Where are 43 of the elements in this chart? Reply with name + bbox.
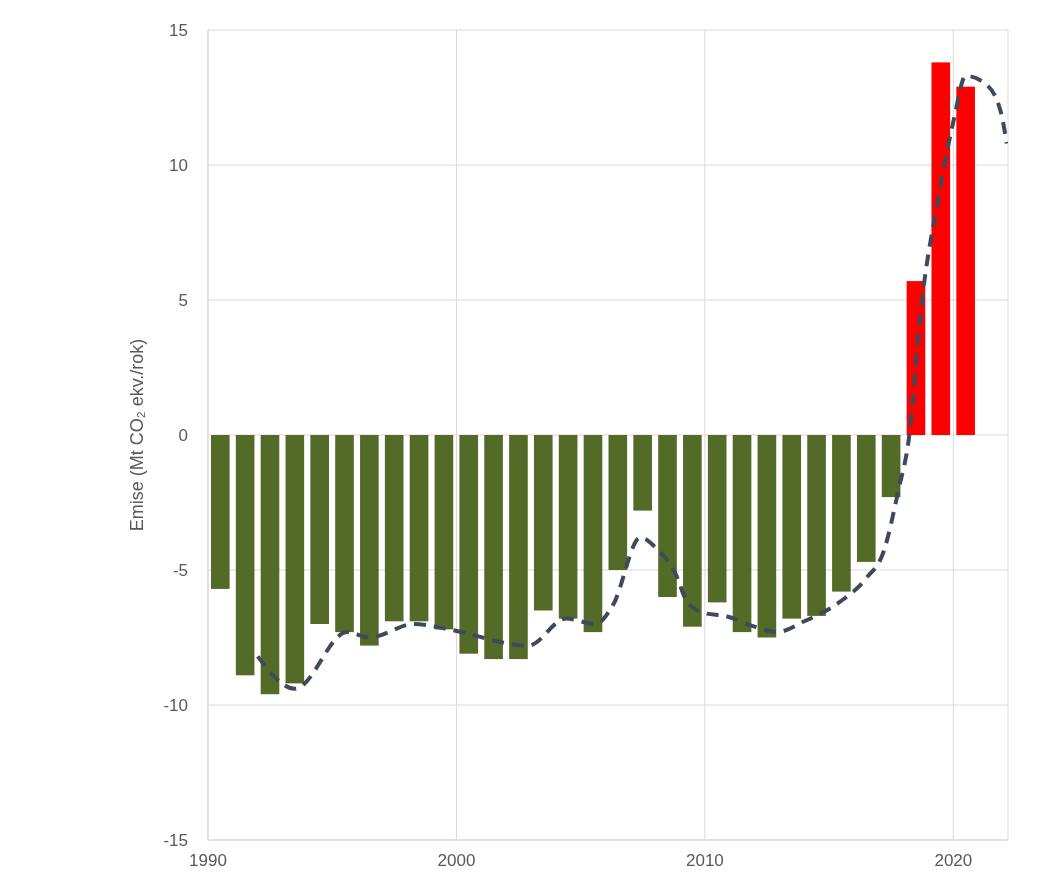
- bar: [608, 435, 628, 570]
- y-axis-title: Emise (Mt CO₂ ekv./rok): [127, 338, 147, 532]
- bar: [633, 435, 652, 511]
- bar: [360, 435, 379, 646]
- bar: [335, 435, 354, 633]
- bar: [856, 435, 876, 562]
- x-tick-label: 1990: [189, 851, 227, 871]
- bar: [757, 435, 777, 638]
- bar: [832, 435, 851, 592]
- bar: [285, 435, 305, 684]
- bar: [260, 435, 280, 695]
- y-tick-label: -10: [163, 696, 188, 716]
- bar: [931, 62, 951, 435]
- bar: [658, 435, 677, 597]
- bar: [807, 435, 826, 616]
- bar: [235, 435, 255, 676]
- y-tick-label: 10: [169, 156, 188, 176]
- bar: [210, 435, 230, 589]
- bar: [509, 435, 528, 660]
- bar: [310, 435, 329, 624]
- bar: [881, 435, 901, 498]
- bar: [583, 435, 603, 633]
- y-tick-label: -5: [172, 561, 188, 581]
- bar: [558, 435, 578, 619]
- bar: [683, 435, 702, 627]
- y-tick-label: 15: [169, 21, 188, 41]
- bar: [484, 435, 503, 660]
- bar: [782, 435, 802, 619]
- y-tick-label: -15: [163, 831, 188, 851]
- bar: [707, 435, 727, 603]
- y-tick-label: 5: [178, 291, 188, 311]
- bar: [409, 435, 429, 622]
- x-tick-label: 2010: [685, 851, 724, 871]
- bar: [459, 435, 479, 654]
- x-tick-label: 2020: [934, 851, 973, 871]
- bar: [956, 86, 975, 435]
- x-tick-label: 2000: [437, 851, 476, 871]
- y-tick-label: 0: [178, 426, 188, 446]
- bar: [732, 435, 752, 633]
- bar: [384, 435, 404, 622]
- bar: [434, 435, 454, 630]
- line-series: [255, 73, 1008, 691]
- bar: [533, 435, 553, 611]
